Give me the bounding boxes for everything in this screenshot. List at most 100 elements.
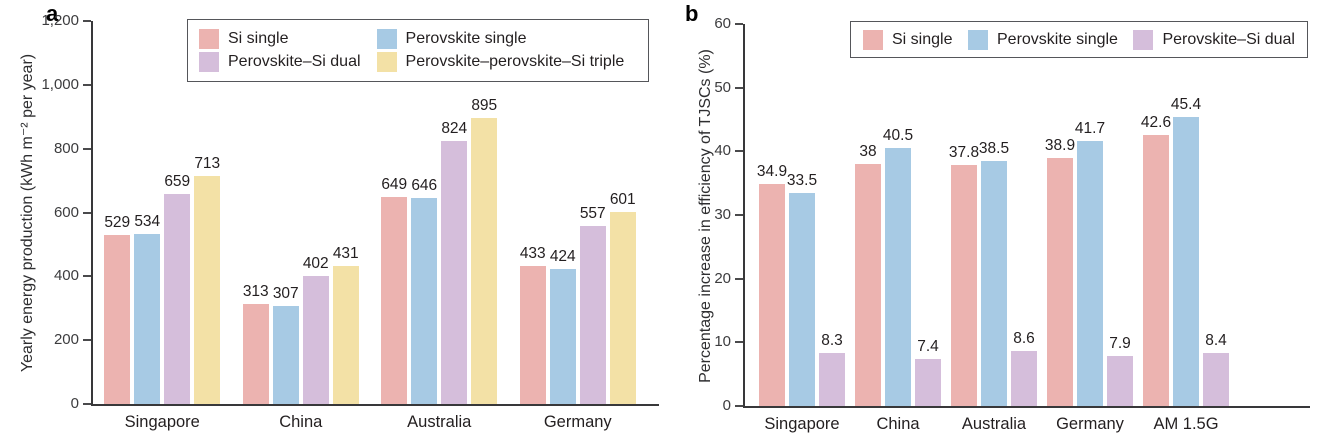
bar-value-label: 7.9 xyxy=(1109,334,1131,352)
panel-a: a Yearly energy production (kWh m⁻² per … xyxy=(19,1,659,431)
y-tick-mark xyxy=(735,86,743,89)
bar-value-label: 38.9 xyxy=(1044,137,1076,155)
legend-item: Perovskite single xyxy=(376,29,625,49)
y-tick-label: 40 xyxy=(714,142,731,160)
category-label: Singapore xyxy=(124,413,200,431)
legend-swatch-icon xyxy=(199,52,219,72)
legend-swatch-icon xyxy=(376,52,397,72)
y-tick-label: 1,200 xyxy=(41,12,79,30)
panel-b-y-axis-title: Percentage increase in efficiency of TJS… xyxy=(697,49,714,383)
bar-perovskite-single xyxy=(789,192,815,406)
bar-value-label: 895 xyxy=(471,97,498,115)
legend-label: Si single xyxy=(892,30,953,48)
bar-perovskite-single xyxy=(1173,116,1199,406)
bar-perovskite-single xyxy=(272,306,299,404)
legend-label: Perovskite–Si dual xyxy=(228,53,361,70)
bar-si-single xyxy=(104,235,131,404)
legend-swatch-icon xyxy=(1133,29,1154,50)
y-tick-label: 20 xyxy=(714,269,731,287)
legend-item: Perovskite–Si dual xyxy=(1133,29,1295,50)
legend-label: Si single xyxy=(228,30,289,47)
bar-si-single xyxy=(381,196,408,404)
bar-value-label: 34.9 xyxy=(756,162,788,180)
bar-value-label: 8.6 xyxy=(1013,330,1035,348)
y-tick-label: 30 xyxy=(714,206,731,224)
category-label: China xyxy=(279,413,323,431)
legend-item: Perovskite–perovskite–Si triple xyxy=(376,52,625,72)
category-label: Germany xyxy=(543,413,612,431)
y-tick-mark xyxy=(735,405,743,407)
y-tick-label: 200 xyxy=(53,331,79,349)
bar-si-single xyxy=(951,165,977,406)
bar-value-label: 33.5 xyxy=(786,171,818,189)
bar-value-label: 659 xyxy=(164,172,191,190)
bar-perovskite-single xyxy=(981,160,1007,406)
y-tick-label: 400 xyxy=(53,267,79,285)
bar-value-label: 649 xyxy=(381,175,408,193)
bar-value-label: 8.3 xyxy=(821,332,843,350)
bar-value-label: 313 xyxy=(242,283,269,301)
bar-perovskite-si-dual xyxy=(915,358,941,406)
bar-value-label: 41.7 xyxy=(1074,119,1106,137)
legend-item: Si single xyxy=(199,29,361,49)
bar-perovskite-single xyxy=(1077,140,1103,406)
bar-value-label: 557 xyxy=(579,205,606,223)
bar-value-label: 42.6 xyxy=(1140,113,1172,131)
bar-perovskite-perovskite-si-triple xyxy=(471,118,498,404)
y-tick-mark xyxy=(83,403,91,405)
panel-a-plot-area: 0 200 400 600 800 1,000 1,200 529 534 659 713 Singa… xyxy=(41,12,659,431)
legend-item: Perovskite–Si dual xyxy=(199,52,361,72)
bar-value-label: 7.4 xyxy=(917,337,939,355)
y-tick-label: 0 xyxy=(70,395,79,413)
y-tick-mark xyxy=(735,23,743,25)
y-tick-label: 60 xyxy=(714,15,731,33)
bar-value-label: 431 xyxy=(332,245,359,263)
y-tick-mark xyxy=(83,147,91,150)
category-label: Germany xyxy=(1056,415,1124,433)
bar-perovskite-si-dual xyxy=(819,353,845,406)
panel-a-y-axis-title: Yearly energy production (kWh m⁻² per ye… xyxy=(19,53,36,373)
y-tick-mark xyxy=(83,20,91,22)
y-tick-mark xyxy=(83,339,91,342)
legend-item: Perovskite single xyxy=(968,29,1118,50)
bar-value-label: 534 xyxy=(134,212,161,230)
bar-si-single xyxy=(1143,134,1169,406)
bar-perovskite-single xyxy=(134,233,161,404)
legend-swatch-icon xyxy=(199,29,219,49)
category-label: Singapore xyxy=(764,415,840,433)
y-tick-label: 0 xyxy=(722,397,731,415)
bar-perovskite-si-dual xyxy=(164,193,191,404)
category-label: China xyxy=(876,415,920,433)
legend-swatch-icon xyxy=(376,29,397,49)
y-tick-label: 50 xyxy=(714,78,731,96)
bar-perovskite-si-dual xyxy=(1203,352,1229,406)
bar-value-label: 433 xyxy=(519,244,546,262)
bar-perovskite-si-dual xyxy=(441,141,468,404)
bar-perovskite-single xyxy=(411,197,438,404)
bar-value-label: 529 xyxy=(104,214,131,232)
y-tick-label: 600 xyxy=(53,203,79,221)
bar-value-label: 45.4 xyxy=(1170,95,1202,113)
bar-si-single xyxy=(855,164,881,406)
category-label: AM 1.5G xyxy=(1153,415,1219,433)
legend-label: Perovskite single xyxy=(997,30,1118,48)
bar-value-label: 646 xyxy=(411,176,438,194)
bar-perovskite-perovskite-si-triple xyxy=(609,212,636,404)
legend-label: Perovskite single xyxy=(405,30,527,47)
bar-value-label: 38 xyxy=(859,143,877,161)
y-tick-label: 10 xyxy=(714,333,731,351)
legend-swatch-icon xyxy=(863,29,883,50)
bar-si-single xyxy=(519,265,546,404)
bar-si-single xyxy=(242,304,269,404)
bar-perovskite-si-dual xyxy=(579,226,606,404)
bar-value-label: 713 xyxy=(194,155,221,173)
bar-perovskite-single xyxy=(549,268,576,404)
bar-perovskite-si-dual xyxy=(302,275,329,404)
y-tick-mark xyxy=(83,211,91,214)
legend-item: Si single xyxy=(863,29,953,50)
y-tick-mark xyxy=(735,150,743,153)
category-label: Australia xyxy=(407,413,472,431)
legend-label: Perovskite–perovskite–Si triple xyxy=(405,53,625,70)
y-tick-mark xyxy=(83,83,91,86)
